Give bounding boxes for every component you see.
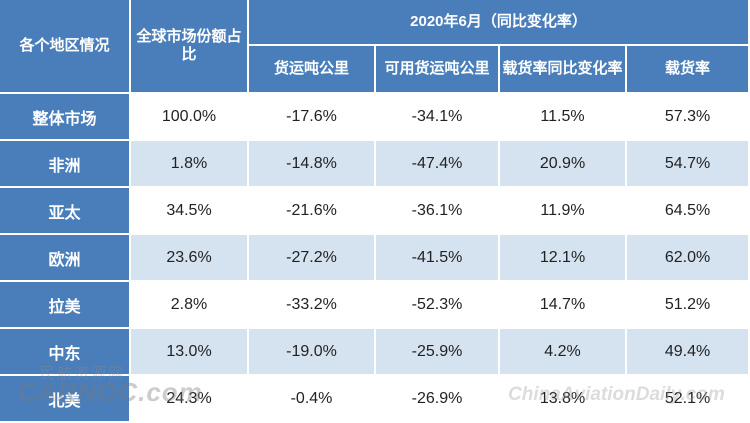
cell-share: 13.0%	[131, 329, 249, 376]
row-label: 拉美	[0, 282, 131, 329]
cell-ctk: -17.6%	[249, 94, 376, 141]
cell-actk: -34.1%	[376, 94, 500, 141]
header-load-factor: 载货率	[627, 46, 750, 94]
cell-actk: -52.3%	[376, 282, 500, 329]
row-label: 非洲	[0, 141, 131, 188]
cell-ctk: -14.8%	[249, 141, 376, 188]
cell-ctk: -19.0%	[249, 329, 376, 376]
row-label: 欧洲	[0, 235, 131, 282]
cell-lf-change: 20.9%	[500, 141, 627, 188]
row-label: 北美	[0, 376, 131, 423]
cell-share: 34.5%	[131, 188, 249, 235]
header-load-factor-change: 载货率同比变化率	[500, 46, 627, 94]
cell-lf: 49.4%	[627, 329, 750, 376]
cell-actk: -41.5%	[376, 235, 500, 282]
table-row: 非洲 1.8% -14.8% -47.4% 20.9% 54.7%	[0, 141, 750, 188]
header-ctk: 货运吨公里	[249, 46, 376, 94]
table-row: 拉美 2.8% -33.2% -52.3% 14.7% 51.2%	[0, 282, 750, 329]
header-actk: 可用货运吨公里	[376, 46, 500, 94]
cell-lf: 52.1%	[627, 376, 750, 423]
row-label: 亚太	[0, 188, 131, 235]
table-row: 中东 13.0% -19.0% -25.9% 4.2% 49.4%	[0, 329, 750, 376]
header-market-share: 全球市场份额占比	[131, 0, 249, 94]
cell-ctk: -0.4%	[249, 376, 376, 423]
cell-lf-change: 13.8%	[500, 376, 627, 423]
cell-ctk: -21.6%	[249, 188, 376, 235]
header-region: 各个地区情况	[0, 0, 131, 94]
table-row: 亚太 34.5% -21.6% -36.1% 11.9% 64.5%	[0, 188, 750, 235]
table-row: 欧洲 23.6% -27.2% -41.5% 12.1% 62.0%	[0, 235, 750, 282]
cell-share: 24.3%	[131, 376, 249, 423]
cell-actk: -26.9%	[376, 376, 500, 423]
cell-actk: -25.9%	[376, 329, 500, 376]
table-row: 北美 24.3% -0.4% -26.9% 13.8% 52.1%	[0, 376, 750, 423]
cell-actk: -36.1%	[376, 188, 500, 235]
cell-lf: 64.5%	[627, 188, 750, 235]
header-period: 2020年6月（同比变化率）	[249, 0, 750, 46]
table-row: 整体市场 100.0% -17.6% -34.1% 11.5% 57.3%	[0, 94, 750, 141]
cell-lf: 62.0%	[627, 235, 750, 282]
cell-ctk: -33.2%	[249, 282, 376, 329]
cell-lf-change: 4.2%	[500, 329, 627, 376]
cell-lf-change: 11.9%	[500, 188, 627, 235]
cell-lf: 51.2%	[627, 282, 750, 329]
cell-share: 1.8%	[131, 141, 249, 188]
cell-lf-change: 11.5%	[500, 94, 627, 141]
cell-share: 2.8%	[131, 282, 249, 329]
cell-lf: 54.7%	[627, 141, 750, 188]
cell-share: 23.6%	[131, 235, 249, 282]
cell-share: 100.0%	[131, 94, 249, 141]
cell-lf-change: 12.1%	[500, 235, 627, 282]
cell-lf-change: 14.7%	[500, 282, 627, 329]
row-label: 中东	[0, 329, 131, 376]
cell-lf: 57.3%	[627, 94, 750, 141]
row-label: 整体市场	[0, 94, 131, 141]
cell-actk: -47.4%	[376, 141, 500, 188]
cell-ctk: -27.2%	[249, 235, 376, 282]
